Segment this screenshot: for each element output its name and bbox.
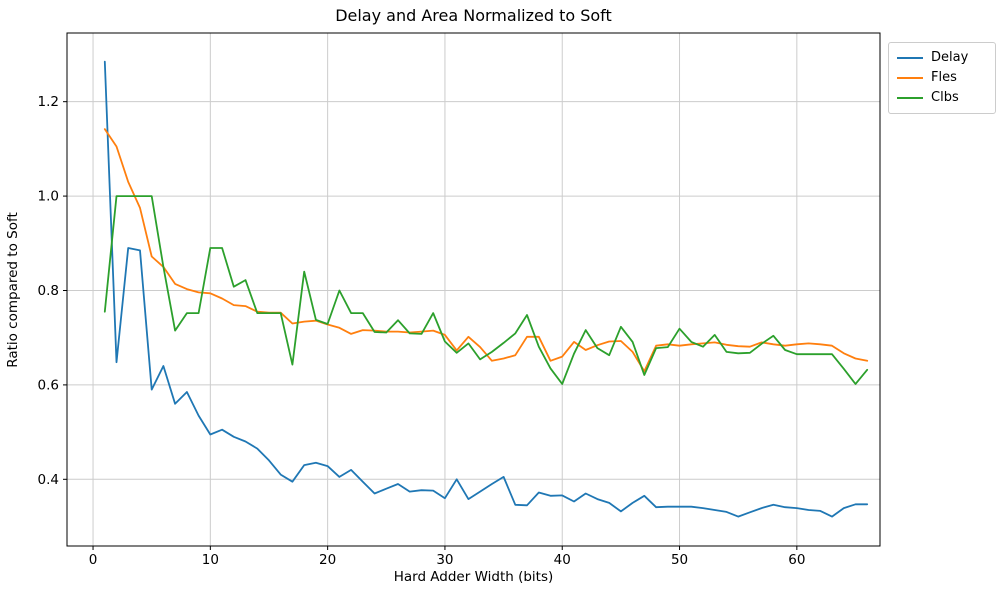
svg-text:1.0: 1.0 (38, 189, 59, 205)
legend-label: Clbs (931, 90, 959, 105)
svg-text:0.8: 0.8 (38, 283, 59, 299)
svg-text:30: 30 (436, 552, 453, 568)
legend-label: Delay (931, 50, 969, 65)
y-axis-label: Ratio compared to Soft (5, 212, 21, 368)
svg-text:50: 50 (671, 552, 688, 568)
svg-text:10: 10 (202, 552, 219, 568)
legend-item-delay: Delay (897, 48, 987, 68)
svg-text:0.4: 0.4 (38, 472, 59, 488)
svg-text:20: 20 (319, 552, 336, 568)
x-axis-label: Hard Adder Width (bits) (393, 569, 554, 585)
svg-text:0.6: 0.6 (38, 377, 59, 393)
svg-text:0: 0 (89, 552, 98, 568)
legend: Delay Fles Clbs (888, 42, 996, 114)
legend-item-fles: Fles (897, 68, 987, 88)
svg-text:40: 40 (554, 552, 571, 568)
legend-item-clbs: Clbs (897, 88, 987, 108)
fles-line-swatch (897, 77, 923, 79)
clbs-line-swatch (897, 97, 923, 99)
chart-title: Delay and Area Normalized to Soft (335, 6, 612, 25)
delay-line-swatch (897, 57, 923, 59)
legend-label: Fles (931, 70, 957, 85)
svg-text:60: 60 (788, 552, 805, 568)
svg-text:1.2: 1.2 (38, 94, 59, 110)
